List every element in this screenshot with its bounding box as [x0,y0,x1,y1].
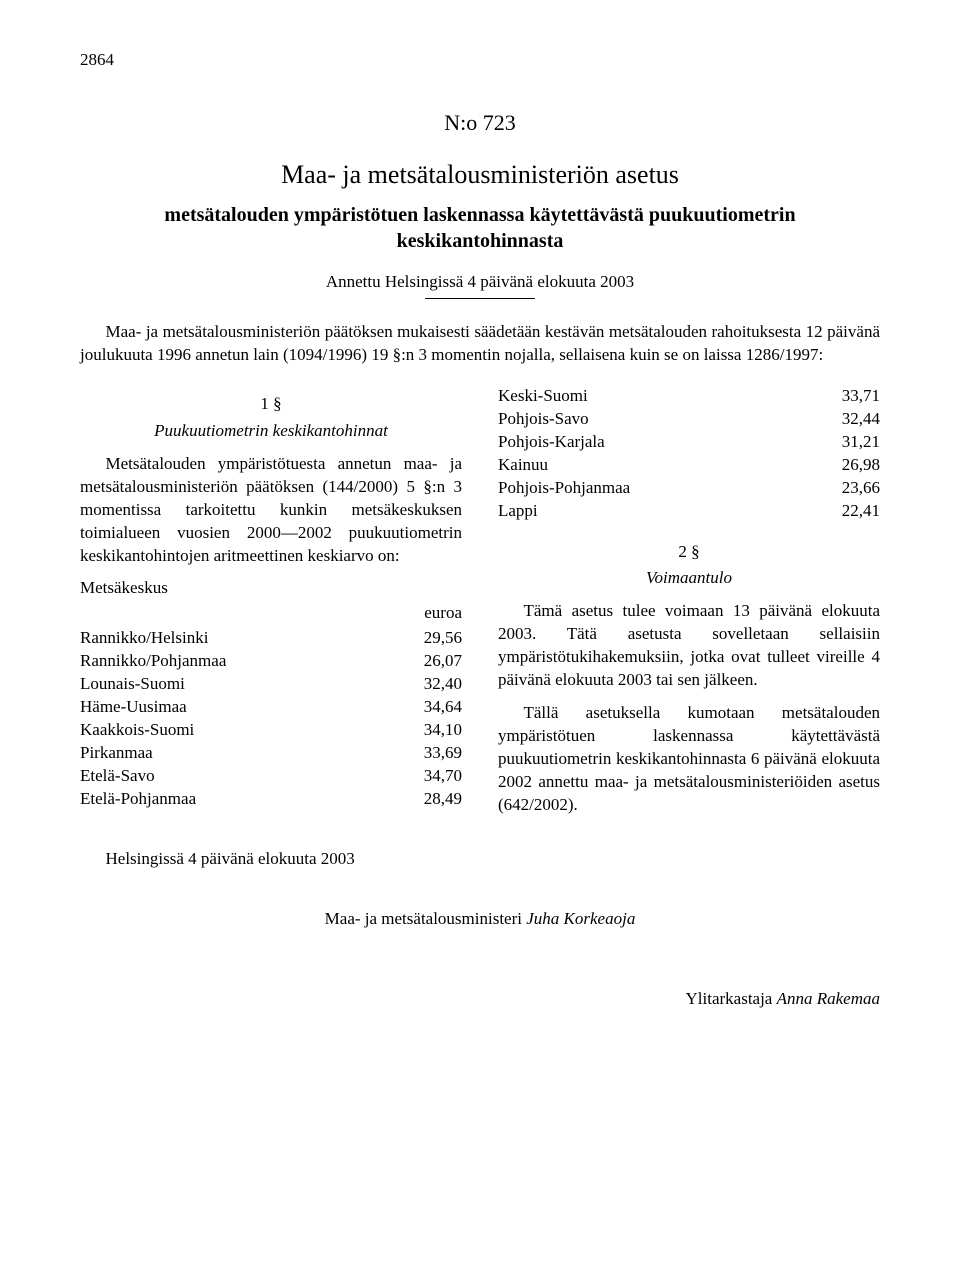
table-row: Etelä-Savo 34,70 [80,765,462,788]
region-name: Kainuu [498,454,548,477]
table-row: Rannikko/Helsinki 29,56 [80,627,462,650]
price-table-right: Keski-Suomi 33,71 Pohjois-Savo 32,44 Pohjo… [498,385,880,523]
region-value: 23,66 [842,477,880,500]
table-row: Rannikko/Pohjanmaa 26,07 [80,650,462,673]
closing-line: Helsingissä 4 päivänä elokuuta 2003 [80,849,880,869]
table-row: Kainuu 26,98 [498,454,880,477]
table-row: Pohjois-Savo 32,44 [498,408,880,431]
two-column-body: 1 § Puukuutiometrin keskikantohinnat Met… [80,385,880,827]
table-row: Keski-Suomi 33,71 [498,385,880,408]
region-name: Etelä-Pohjanmaa [80,788,196,811]
table-label: Metsäkeskus [80,577,462,600]
table-row: Etelä-Pohjanmaa 28,49 [80,788,462,811]
document-type: Maa- ja metsätalousministeriön asetus [80,160,880,190]
region-name: Kaakkois-Suomi [80,719,194,742]
table-row: Pohjois-Karjala 31,21 [498,431,880,454]
document-number: N:o 723 [80,110,880,136]
table-row: Häme-Uusimaa 34,64 [80,696,462,719]
section-2-paragraph-1: Tämä asetus tulee voimaan 13 päivänä elo… [498,600,880,692]
table-row: Lounais-Suomi 32,40 [80,673,462,696]
region-name: Keski-Suomi [498,385,588,408]
divider-line [425,298,535,299]
region-name: Rannikko/Pohjanmaa [80,650,226,673]
region-name: Rannikko/Helsinki [80,627,208,650]
region-value: 33,69 [424,742,462,765]
region-value: 22,41 [842,500,880,523]
section-2-paragraph-2: Tällä asetuksella kumotaan metsätalouden… [498,702,880,817]
region-name: Lappi [498,500,538,523]
euroa-label: euroa [80,602,462,625]
document-page: 2864 N:o 723 Maa- ja metsätalousminister… [0,0,960,1069]
region-value: 26,98 [842,454,880,477]
document-title: metsätalouden ympäristötuen laskennassa … [120,202,840,254]
region-value: 32,44 [842,408,880,431]
page-number: 2864 [80,50,880,70]
table-row: Lappi 22,41 [498,500,880,523]
table-row: Pirkanmaa 33,69 [80,742,462,765]
region-name: Lounais-Suomi [80,673,185,696]
region-value: 34,70 [424,765,462,788]
region-value: 33,71 [842,385,880,408]
section-2-title: Voimaantulo [498,567,880,590]
region-value: 32,40 [424,673,462,696]
region-value: 26,07 [424,650,462,673]
region-value: 34,64 [424,696,462,719]
region-name: Pohjois-Pohjanmaa [498,477,630,500]
countersign-signature: Ylitarkastaja Anna Rakemaa [80,989,880,1009]
minister-title: Maa- ja metsätalousministeri [325,909,527,928]
countersign-title: Ylitarkastaja [686,989,777,1008]
region-value: 34,10 [424,719,462,742]
region-name: Pirkanmaa [80,742,153,765]
region-value: 29,56 [424,627,462,650]
right-column: Keski-Suomi 33,71 Pohjois-Savo 32,44 Pohjo… [498,385,880,827]
section-2-number: 2 § [498,541,880,564]
given-line: Annettu Helsingissä 4 päivänä elokuuta 2… [80,272,880,292]
minister-signature: Maa- ja metsätalousministeri Juha Korkea… [80,909,880,929]
price-table-left: Rannikko/Helsinki 29,56 Rannikko/Pohjanma… [80,627,462,811]
minister-name: Juha Korkeaoja [526,909,635,928]
region-name: Pohjois-Karjala [498,431,605,454]
region-name: Pohjois-Savo [498,408,589,431]
table-row: Pohjois-Pohjanmaa 23,66 [498,477,880,500]
region-name: Häme-Uusimaa [80,696,187,719]
section-1-paragraph: Metsätalouden ympäristötuesta annetun ma… [80,453,462,568]
region-value: 28,49 [424,788,462,811]
region-name: Etelä-Savo [80,765,155,788]
section-1-title: Puukuutiometrin keskikantohinnat [80,420,462,443]
left-column: 1 § Puukuutiometrin keskikantohinnat Met… [80,385,462,827]
countersign-name: Anna Rakemaa [777,989,880,1008]
region-value: 31,21 [842,431,880,454]
preamble-text: Maa- ja metsätalousministeriön päätöksen… [80,321,880,367]
section-1-number: 1 § [80,393,462,416]
table-row: Kaakkois-Suomi 34,10 [80,719,462,742]
